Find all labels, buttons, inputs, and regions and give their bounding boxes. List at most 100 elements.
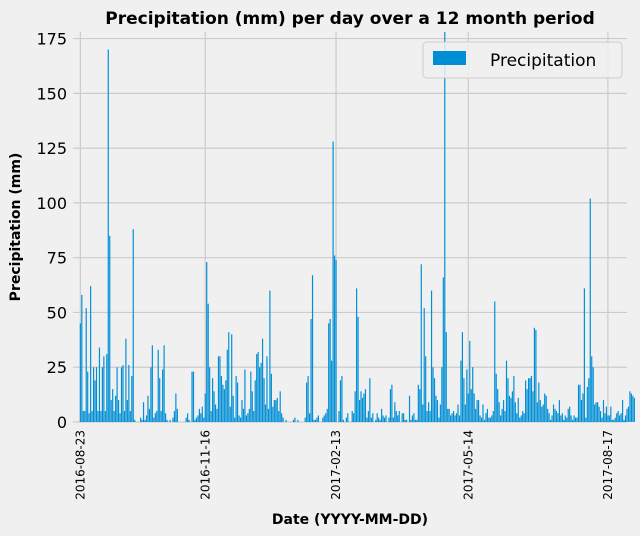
precipitation-bar xyxy=(627,406,630,422)
precipitation-bar xyxy=(256,354,258,422)
precipitation-bar xyxy=(92,367,95,422)
precipitation-bar xyxy=(623,419,625,422)
precipitation-bar xyxy=(425,356,427,422)
precipitation-bar xyxy=(313,419,315,422)
precipitation-bar xyxy=(582,393,584,422)
precipitation-bar xyxy=(231,334,233,422)
precipitation-bar xyxy=(416,419,418,422)
x-tick-label: 2017-05-14 xyxy=(461,430,475,500)
precipitation-bar xyxy=(472,367,474,422)
precipitation-bar xyxy=(273,400,275,422)
precipitation-bar xyxy=(159,378,161,422)
precipitation-bar xyxy=(351,411,353,422)
precipitation-bar xyxy=(212,378,214,422)
precipitation-bar xyxy=(388,417,390,422)
precipitation-bar xyxy=(279,391,281,422)
precipitation-bar xyxy=(491,415,493,422)
precipitation-bar xyxy=(530,375,533,422)
precipitation-bar xyxy=(228,332,230,422)
precipitation-bar xyxy=(381,408,383,422)
precipitation-bar xyxy=(357,316,359,422)
precipitation-bar xyxy=(573,415,575,422)
precipitation-bar xyxy=(217,356,220,422)
precipitation-bar xyxy=(483,419,486,422)
precipitation-bar xyxy=(429,411,431,422)
precipitation-bar xyxy=(356,288,358,422)
y-tick-label: 150 xyxy=(36,84,67,103)
precipitation-bar xyxy=(310,319,312,422)
precipitation-bar xyxy=(485,413,487,422)
precipitation-bar xyxy=(166,419,168,422)
precipitation-bar xyxy=(270,373,272,422)
precipitation-bar xyxy=(173,411,175,422)
precipitation-bar xyxy=(144,419,146,422)
precipitation-bar xyxy=(544,393,546,422)
precipitation-bar xyxy=(285,419,287,422)
legend-label: Precipitation xyxy=(490,51,596,71)
precipitation-bar xyxy=(598,406,600,422)
precipitation-bar xyxy=(617,411,619,422)
precipitation-bar xyxy=(614,417,616,422)
precipitation-bar xyxy=(358,400,361,422)
precipitation-bar xyxy=(555,411,558,422)
precipitation-bar xyxy=(619,415,621,422)
precipitation-bar xyxy=(154,413,156,422)
precipitation-bar xyxy=(311,275,314,422)
precipitation-bar xyxy=(364,389,367,422)
precipitation-bar xyxy=(541,406,543,422)
precipitation-bar xyxy=(476,400,478,422)
precipitation-bar xyxy=(185,417,187,422)
precipitation-bar xyxy=(304,417,306,422)
precipitation-bar xyxy=(454,415,456,422)
precipitation-bar xyxy=(570,415,572,422)
precipitation-bar xyxy=(517,397,519,422)
precipitation-bar xyxy=(107,49,109,422)
precipitation-bar xyxy=(157,349,159,422)
precipitation-bar xyxy=(360,391,362,422)
precipitation-bar xyxy=(589,198,591,422)
precipitation-bar xyxy=(458,415,461,422)
x-tick-labels: 2016-08-23 2016-11-16 2017-02-13 2017-05-14… xyxy=(73,430,615,500)
precipitation-bar xyxy=(488,417,490,422)
precipitation-bar xyxy=(239,417,242,422)
precipitation-bar xyxy=(601,417,603,422)
precipitation-bar xyxy=(460,360,462,422)
precipitation-bar xyxy=(535,329,537,422)
precipitation-bar xyxy=(453,411,455,422)
precipitation-bar xyxy=(195,417,198,422)
y-tick-label: 25 xyxy=(47,358,67,377)
precipitation-bar xyxy=(375,419,377,422)
precipitation-bar xyxy=(260,362,262,422)
precipitation-bar xyxy=(257,351,259,422)
precipitation-bar xyxy=(486,408,488,422)
precipitation-bar xyxy=(397,415,399,422)
precipitation-bar xyxy=(385,415,387,422)
precipitation-bar xyxy=(525,380,527,422)
precipitation-bar xyxy=(430,290,433,422)
precipitation-bar xyxy=(85,308,87,422)
precipitation-bar xyxy=(529,378,531,422)
precipitation-bar xyxy=(545,395,547,422)
precipitation-bar xyxy=(194,419,196,422)
precipitation-bar xyxy=(514,402,516,422)
precipitation-bar xyxy=(259,367,261,422)
precipitation-bar xyxy=(595,402,597,422)
precipitation-bar xyxy=(90,286,92,422)
precipitation-bar xyxy=(242,408,245,422)
precipitation-bar xyxy=(115,395,117,422)
precipitation-bar xyxy=(261,338,264,422)
precipitation-bar xyxy=(160,411,162,422)
precipitation-bar xyxy=(322,417,324,422)
precipitation-bar xyxy=(370,417,372,422)
precipitation-bar xyxy=(522,411,524,422)
precipitation-bar xyxy=(79,323,81,422)
precipitation-bar xyxy=(480,417,483,422)
precipitation-bar xyxy=(210,411,212,422)
precipitation-bar xyxy=(591,356,593,422)
precipitation-bar xyxy=(558,400,560,422)
precipitation-bar xyxy=(203,417,205,422)
precipitation-bar xyxy=(110,400,112,422)
precipitation-bar xyxy=(414,419,416,422)
precipitation-bar xyxy=(129,411,131,422)
precipitation-bar xyxy=(501,408,503,422)
